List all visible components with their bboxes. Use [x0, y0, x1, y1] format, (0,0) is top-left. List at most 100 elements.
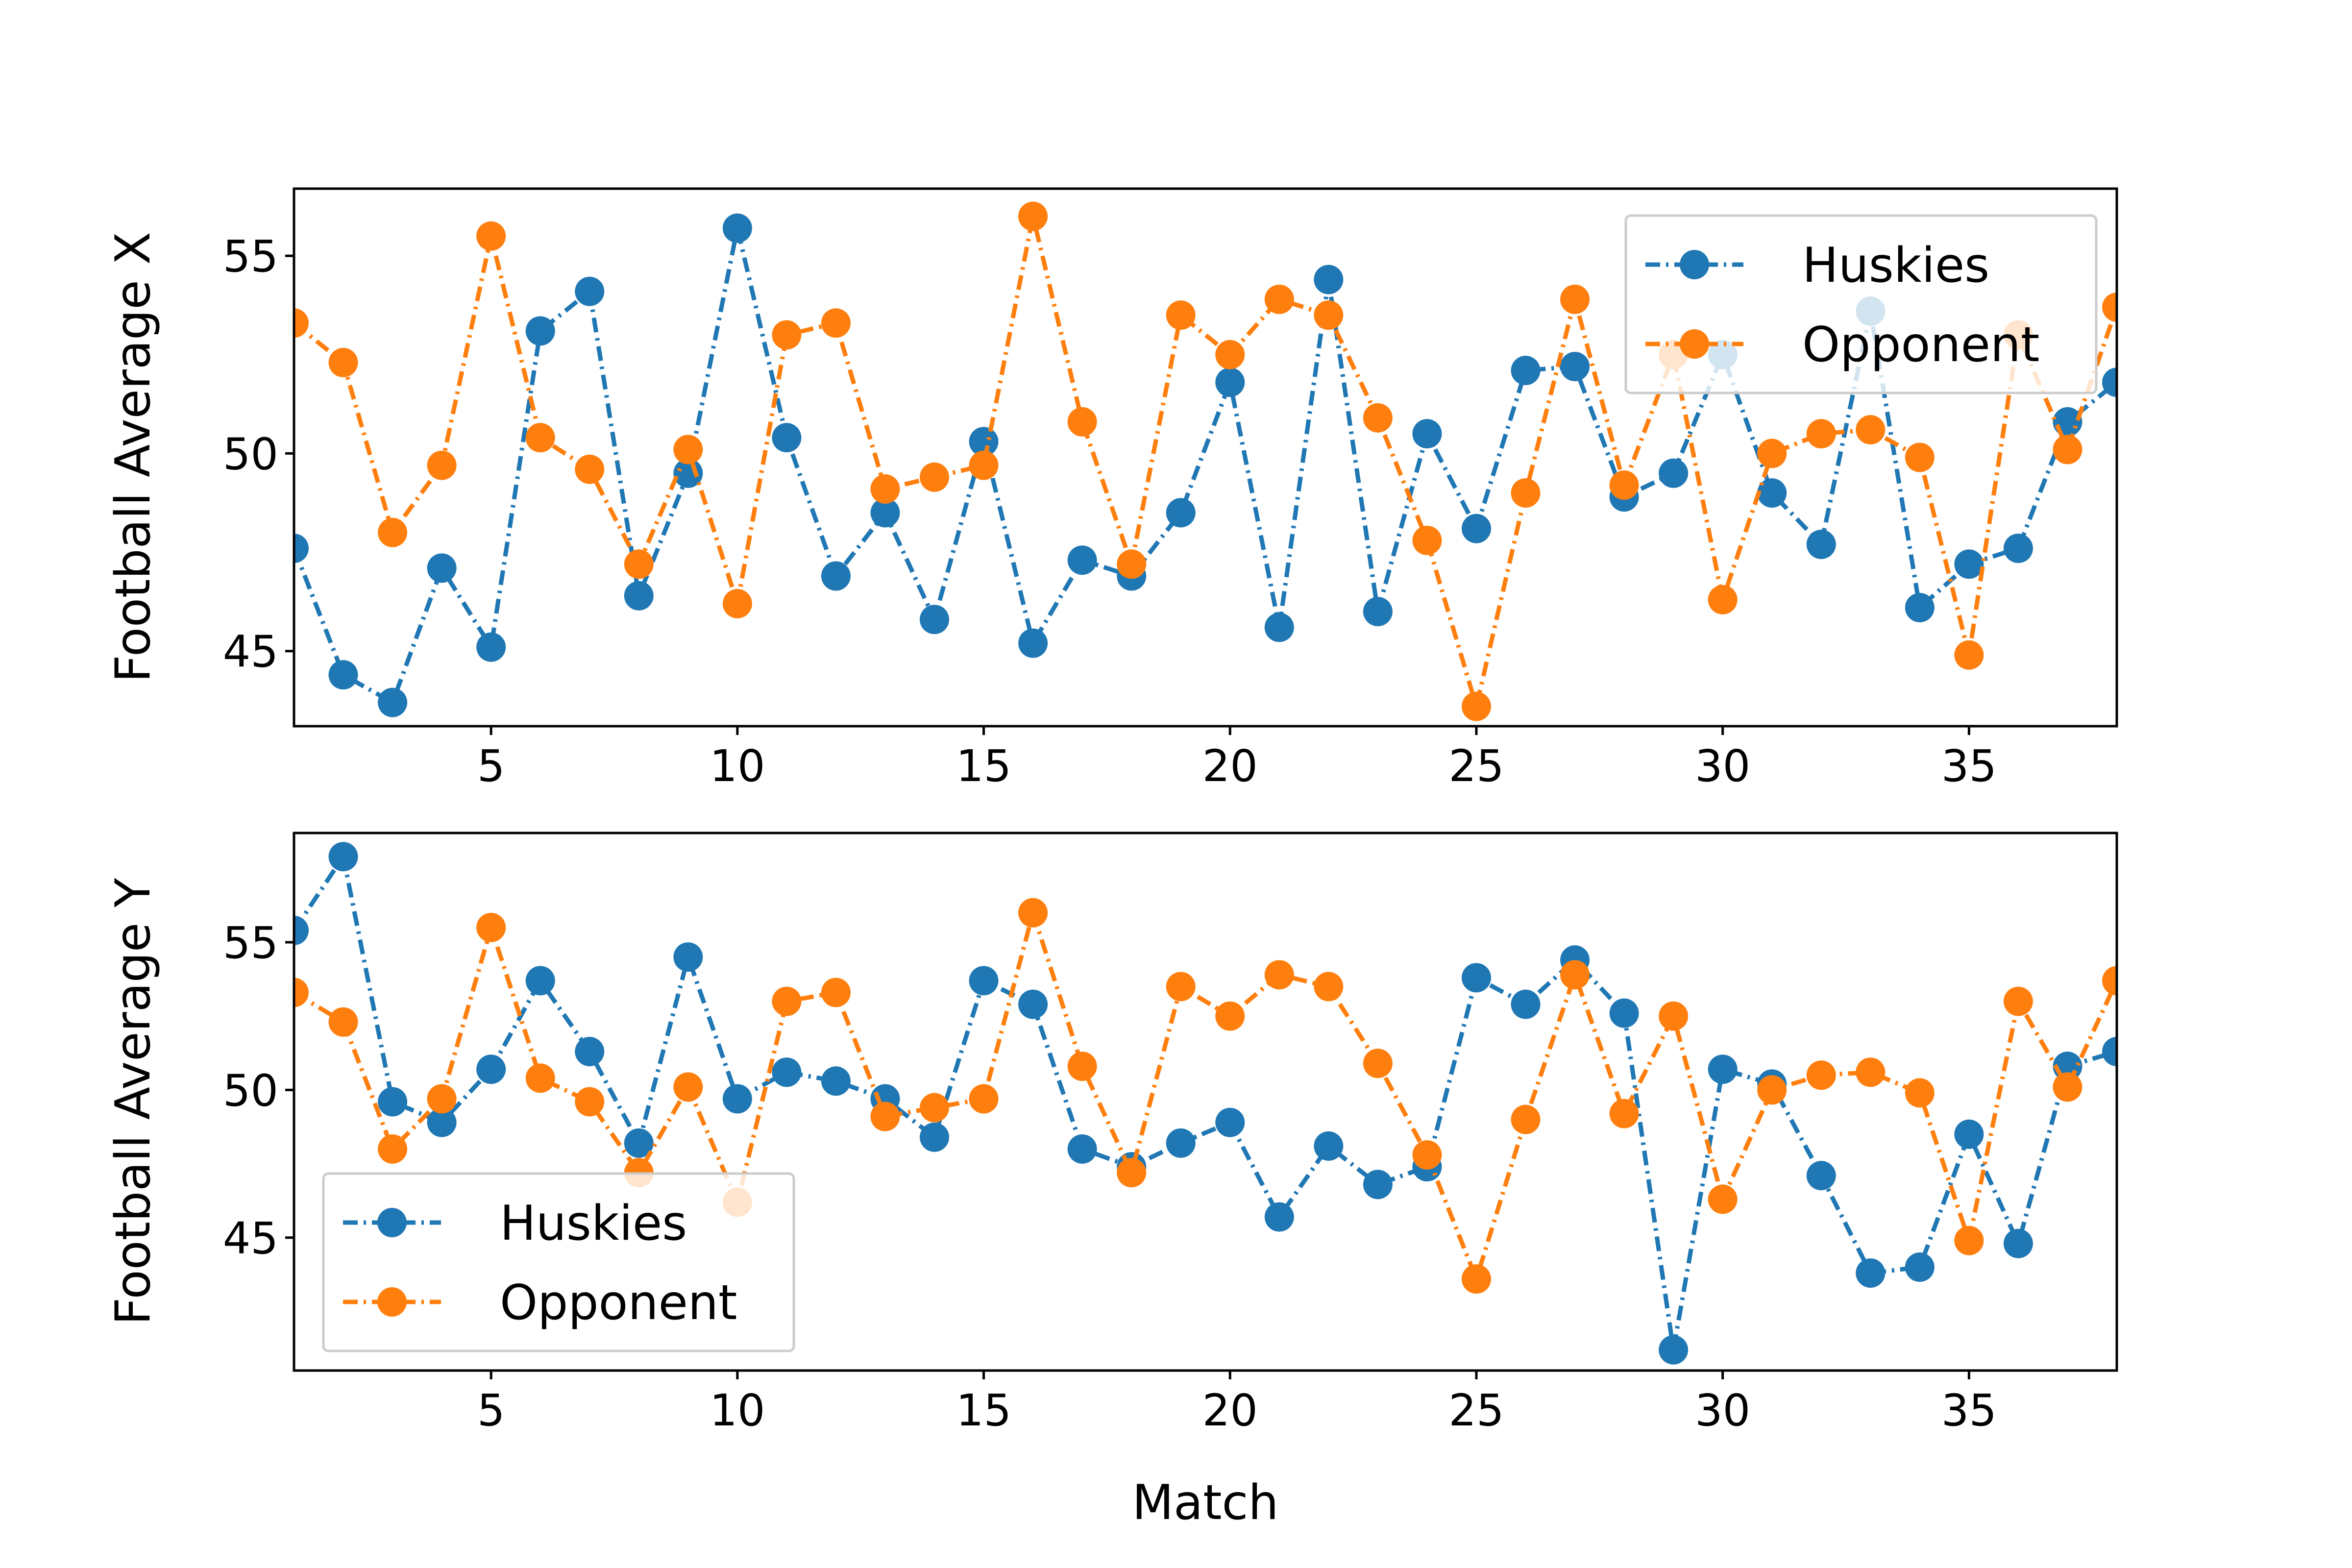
top-huskies-point: [2053, 407, 2082, 437]
bottom-opponent-point: [1609, 1099, 1639, 1128]
top-huskies-point: [294, 534, 309, 564]
top-opponent-point: [2053, 435, 2082, 465]
top-huskies-point: [1363, 597, 1393, 627]
bottom-huskies-point: [1018, 989, 1048, 1019]
top-huskies-point: [1412, 419, 1442, 449]
top-opponent-point: [525, 423, 555, 453]
x-axis-label: Match: [1132, 1475, 1278, 1531]
bottom-x-tick-label: 30: [1695, 1385, 1750, 1436]
top-huskies-point: [1905, 593, 1935, 623]
bottom-opponent-point: [920, 1093, 950, 1123]
bottom-opponent-point: [1560, 960, 1590, 990]
top-huskies-point: [772, 423, 802, 453]
bottom-y-tick-label: 50: [223, 1065, 278, 1116]
bottom-opponent-point: [870, 1102, 900, 1131]
top-opponent-point: [575, 454, 605, 484]
top-huskies-point: [1018, 628, 1048, 658]
bottom-huskies-point: [2003, 1228, 2033, 1258]
top-opponent-point: [870, 474, 900, 504]
bottom-x-tick-label: 20: [1202, 1385, 1258, 1436]
top-opponent-point: [1412, 525, 1442, 555]
top-opponent-point: [1806, 419, 1836, 449]
bottom-huskies-point: [575, 1037, 605, 1067]
bottom-huskies-point: [1806, 1161, 1836, 1191]
bottom-huskies-point: [1708, 1054, 1738, 1084]
bottom-opponent-point: [673, 1072, 703, 1102]
bottom-opponent-point: [2053, 1072, 2082, 1102]
bottom-huskies-point: [1905, 1252, 1935, 1282]
top-y-tick-label: 45: [223, 626, 278, 677]
bottom-legend-marker-huskies: [377, 1208, 407, 1237]
bottom-huskies-line: [294, 854, 2117, 1352]
bottom-opponent-point: [378, 1134, 408, 1164]
top-opponent-point: [920, 462, 950, 492]
bottom-opponent-point: [821, 978, 851, 1007]
bottom-huskies-point: [1511, 989, 1541, 1019]
top-huskies-point: [1314, 265, 1344, 294]
top-opponent-point: [427, 450, 457, 480]
top-huskies-point: [722, 213, 752, 243]
bottom-opponent-point: [427, 1084, 457, 1114]
top-legend-marker-huskies: [1680, 250, 1709, 279]
bottom-opponent-point: [1856, 1057, 1886, 1087]
bottom-huskies-point: [294, 915, 309, 945]
bottom-huskies-point: [821, 1066, 851, 1096]
top-y-tick-label: 50: [223, 428, 278, 479]
top-huskies-point: [427, 553, 457, 583]
top-huskies-point: [1806, 529, 1836, 559]
top-opponent-point: [1905, 442, 1935, 472]
bottom-opponent-point: [294, 978, 309, 1007]
top-opponent-point: [1215, 340, 1245, 369]
bottom-series: [294, 842, 2117, 1365]
top-x-tick-label: 15: [956, 740, 1011, 791]
top-x-tick-label: 10: [710, 740, 765, 791]
top-opponent-point: [1363, 403, 1393, 433]
top-opponent-point: [673, 435, 703, 465]
top-opponent-point: [1511, 478, 1541, 508]
top-opponent-point: [294, 308, 309, 338]
bottom-opponent-point: [1708, 1184, 1738, 1214]
bottom-legend-label-opponent: Opponent: [500, 1275, 737, 1331]
top-opponent-point: [1560, 284, 1590, 314]
bottom-opponent-point: [1954, 1225, 1984, 1255]
bottom-y-ticks: 45 50 55: [223, 917, 294, 1264]
top-opponent-point: [1461, 691, 1491, 721]
bottom-opponent-point: [1461, 1264, 1491, 1294]
top-legend-marker-opponent: [1680, 329, 1709, 359]
bottom-huskies-point: [328, 842, 358, 872]
bottom-legend: Huskies Opponent: [322, 1172, 795, 1352]
bottom-opponent-point: [1215, 1001, 1245, 1031]
bottom-series-opponent: [294, 898, 2117, 1294]
top-y-ticks: 45 50 55: [223, 231, 294, 677]
top-huskies-point: [1560, 351, 1590, 381]
top-huskies-point: [624, 581, 654, 611]
bottom-huskies-point: [1659, 1335, 1689, 1365]
top-huskies-point: [378, 687, 408, 717]
top-huskies-point: [870, 498, 900, 528]
bottom-opponent-point: [2003, 986, 2033, 1016]
top-huskies-point: [920, 605, 950, 635]
bottom-opponent-point: [1412, 1140, 1442, 1170]
bottom-opponent-point: [1166, 972, 1196, 1002]
top-opponent-point: [1708, 585, 1738, 614]
bottom-x-tick-label: 10: [710, 1385, 765, 1436]
top-opponent-point: [2102, 292, 2117, 322]
bottom-huskies-point: [1461, 963, 1491, 993]
top-opponent-point: [1166, 300, 1196, 330]
bottom-huskies-point: [624, 1128, 654, 1158]
top-huskies-point: [1461, 514, 1491, 543]
top-opponent-point: [1856, 415, 1886, 445]
top-opponent-point: [722, 588, 752, 618]
top-opponent-point: [1609, 470, 1639, 500]
top-legend-label-opponent: Opponent: [1802, 317, 2039, 373]
bottom-opponent-point: [1363, 1049, 1393, 1078]
top-opponent-point: [476, 221, 506, 251]
top-opponent-point: [772, 320, 802, 350]
bottom-opponent-point: [476, 912, 506, 942]
bottom-opponent-point: [1511, 1104, 1541, 1134]
bottom-opponent-point: [1018, 898, 1048, 928]
bottom-huskies-point: [1363, 1170, 1393, 1200]
bottom-x-ticks: 5 10 15 20 25 30 35: [477, 1371, 1997, 1436]
bottom-plot-frame: [293, 832, 2118, 1372]
